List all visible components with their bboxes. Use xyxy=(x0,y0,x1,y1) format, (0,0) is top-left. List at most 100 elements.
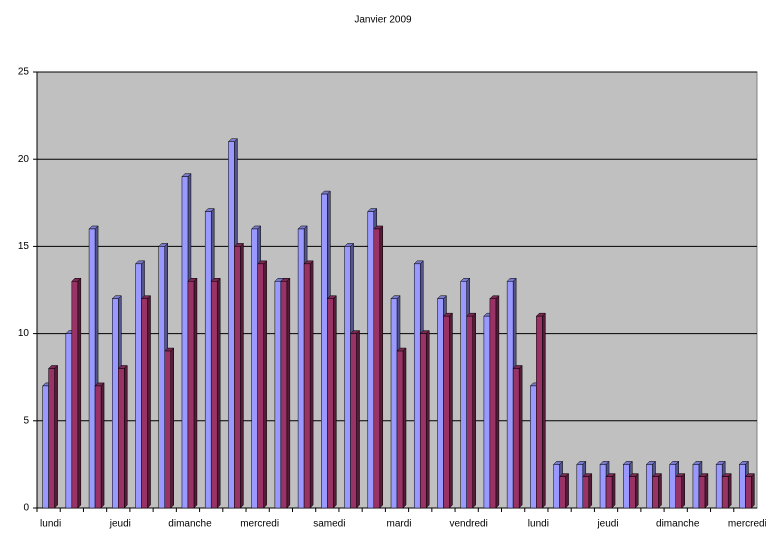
bar-side xyxy=(333,295,337,509)
bar-side xyxy=(100,382,105,509)
bar-front xyxy=(466,315,473,509)
bar-front xyxy=(512,368,520,509)
y-tick-label: 0 xyxy=(23,503,29,514)
bar xyxy=(280,277,291,509)
bar-side xyxy=(565,473,569,509)
bar-front xyxy=(303,263,311,509)
bar xyxy=(651,473,663,509)
bar-front xyxy=(327,298,334,509)
bar xyxy=(396,347,407,509)
bar xyxy=(512,364,523,509)
bar-front xyxy=(274,281,282,509)
bar xyxy=(419,329,430,509)
bar xyxy=(140,295,152,509)
x-tick-label: mercredi xyxy=(240,519,279,530)
bar-front xyxy=(396,350,404,509)
bar-side xyxy=(147,295,151,509)
bar-side xyxy=(449,312,453,509)
bar-front xyxy=(530,385,537,509)
bar-front xyxy=(65,333,73,509)
bar-front xyxy=(42,385,49,509)
bar xyxy=(466,312,477,509)
bar-front xyxy=(344,246,351,509)
bar-side xyxy=(425,329,430,509)
bar-front xyxy=(350,333,357,509)
bar-side xyxy=(240,242,244,509)
bar xyxy=(164,347,175,509)
bar-front xyxy=(257,263,264,509)
bar xyxy=(698,473,709,509)
bar-front xyxy=(675,476,682,509)
bar-front xyxy=(204,211,212,509)
bar-side xyxy=(286,277,291,509)
bar-side xyxy=(402,347,407,509)
bar xyxy=(117,364,128,509)
bar xyxy=(675,473,686,509)
bar-side xyxy=(542,312,546,509)
bar-front xyxy=(652,476,659,509)
bar xyxy=(535,312,546,509)
bar-side xyxy=(77,277,82,509)
bar xyxy=(326,295,337,509)
bar-front xyxy=(280,281,288,509)
bar-front xyxy=(135,263,142,509)
bar xyxy=(233,242,245,509)
bar-front xyxy=(367,211,375,509)
bar xyxy=(442,312,454,509)
x-tick-label: mardi xyxy=(386,519,411,530)
bar-front xyxy=(88,228,96,509)
bar-front xyxy=(321,193,328,509)
bar xyxy=(582,473,593,509)
bar-side xyxy=(216,277,221,509)
bar xyxy=(94,382,105,509)
bar-front xyxy=(94,385,102,509)
x-tick-label: jeudi xyxy=(109,519,131,530)
bar-front xyxy=(582,476,590,509)
bar xyxy=(48,364,59,509)
bar-side xyxy=(518,364,523,509)
y-tick-label: 25 xyxy=(18,67,30,78)
bar-front xyxy=(251,228,258,509)
bar xyxy=(489,295,500,509)
bar xyxy=(744,473,755,509)
bar-side xyxy=(727,473,732,509)
y-tick-label: 20 xyxy=(18,154,30,165)
x-tick-label: lundi xyxy=(40,519,61,530)
y-tick-label: 5 xyxy=(23,415,29,426)
bar-front xyxy=(460,281,467,509)
bar-front xyxy=(210,281,218,509)
chart-title: Janvier 2009 xyxy=(354,15,412,26)
bar-front xyxy=(506,281,514,509)
bar xyxy=(71,277,82,509)
bar xyxy=(303,260,314,509)
bar xyxy=(349,329,361,509)
x-tick-label: jeudi xyxy=(596,519,618,530)
bar-side xyxy=(588,473,593,509)
bar-front xyxy=(629,476,636,509)
bar-side xyxy=(611,473,616,509)
bar-side xyxy=(658,473,662,509)
bar-front xyxy=(112,298,119,509)
bar-front xyxy=(419,333,427,509)
y-tick-label: 15 xyxy=(18,241,30,252)
x-tick-label: lundi xyxy=(528,519,549,530)
x-tick-label: vendredi xyxy=(449,519,487,530)
bar-side xyxy=(635,473,639,509)
bar-front xyxy=(118,368,125,509)
bar xyxy=(628,473,639,509)
bar-front xyxy=(745,476,752,509)
bar-front xyxy=(71,281,79,509)
bar-front xyxy=(413,263,421,509)
bar-front xyxy=(576,464,584,509)
bar-front xyxy=(443,315,450,509)
bar xyxy=(558,473,570,509)
bar xyxy=(210,277,221,509)
bar-front xyxy=(599,464,607,509)
bar xyxy=(721,473,732,509)
bar-front xyxy=(373,228,381,509)
bar-front xyxy=(715,464,723,509)
x-tick-label: dimanche xyxy=(656,519,700,530)
bar-side xyxy=(193,277,198,509)
bar-front xyxy=(437,298,444,509)
bar-side xyxy=(124,364,128,509)
